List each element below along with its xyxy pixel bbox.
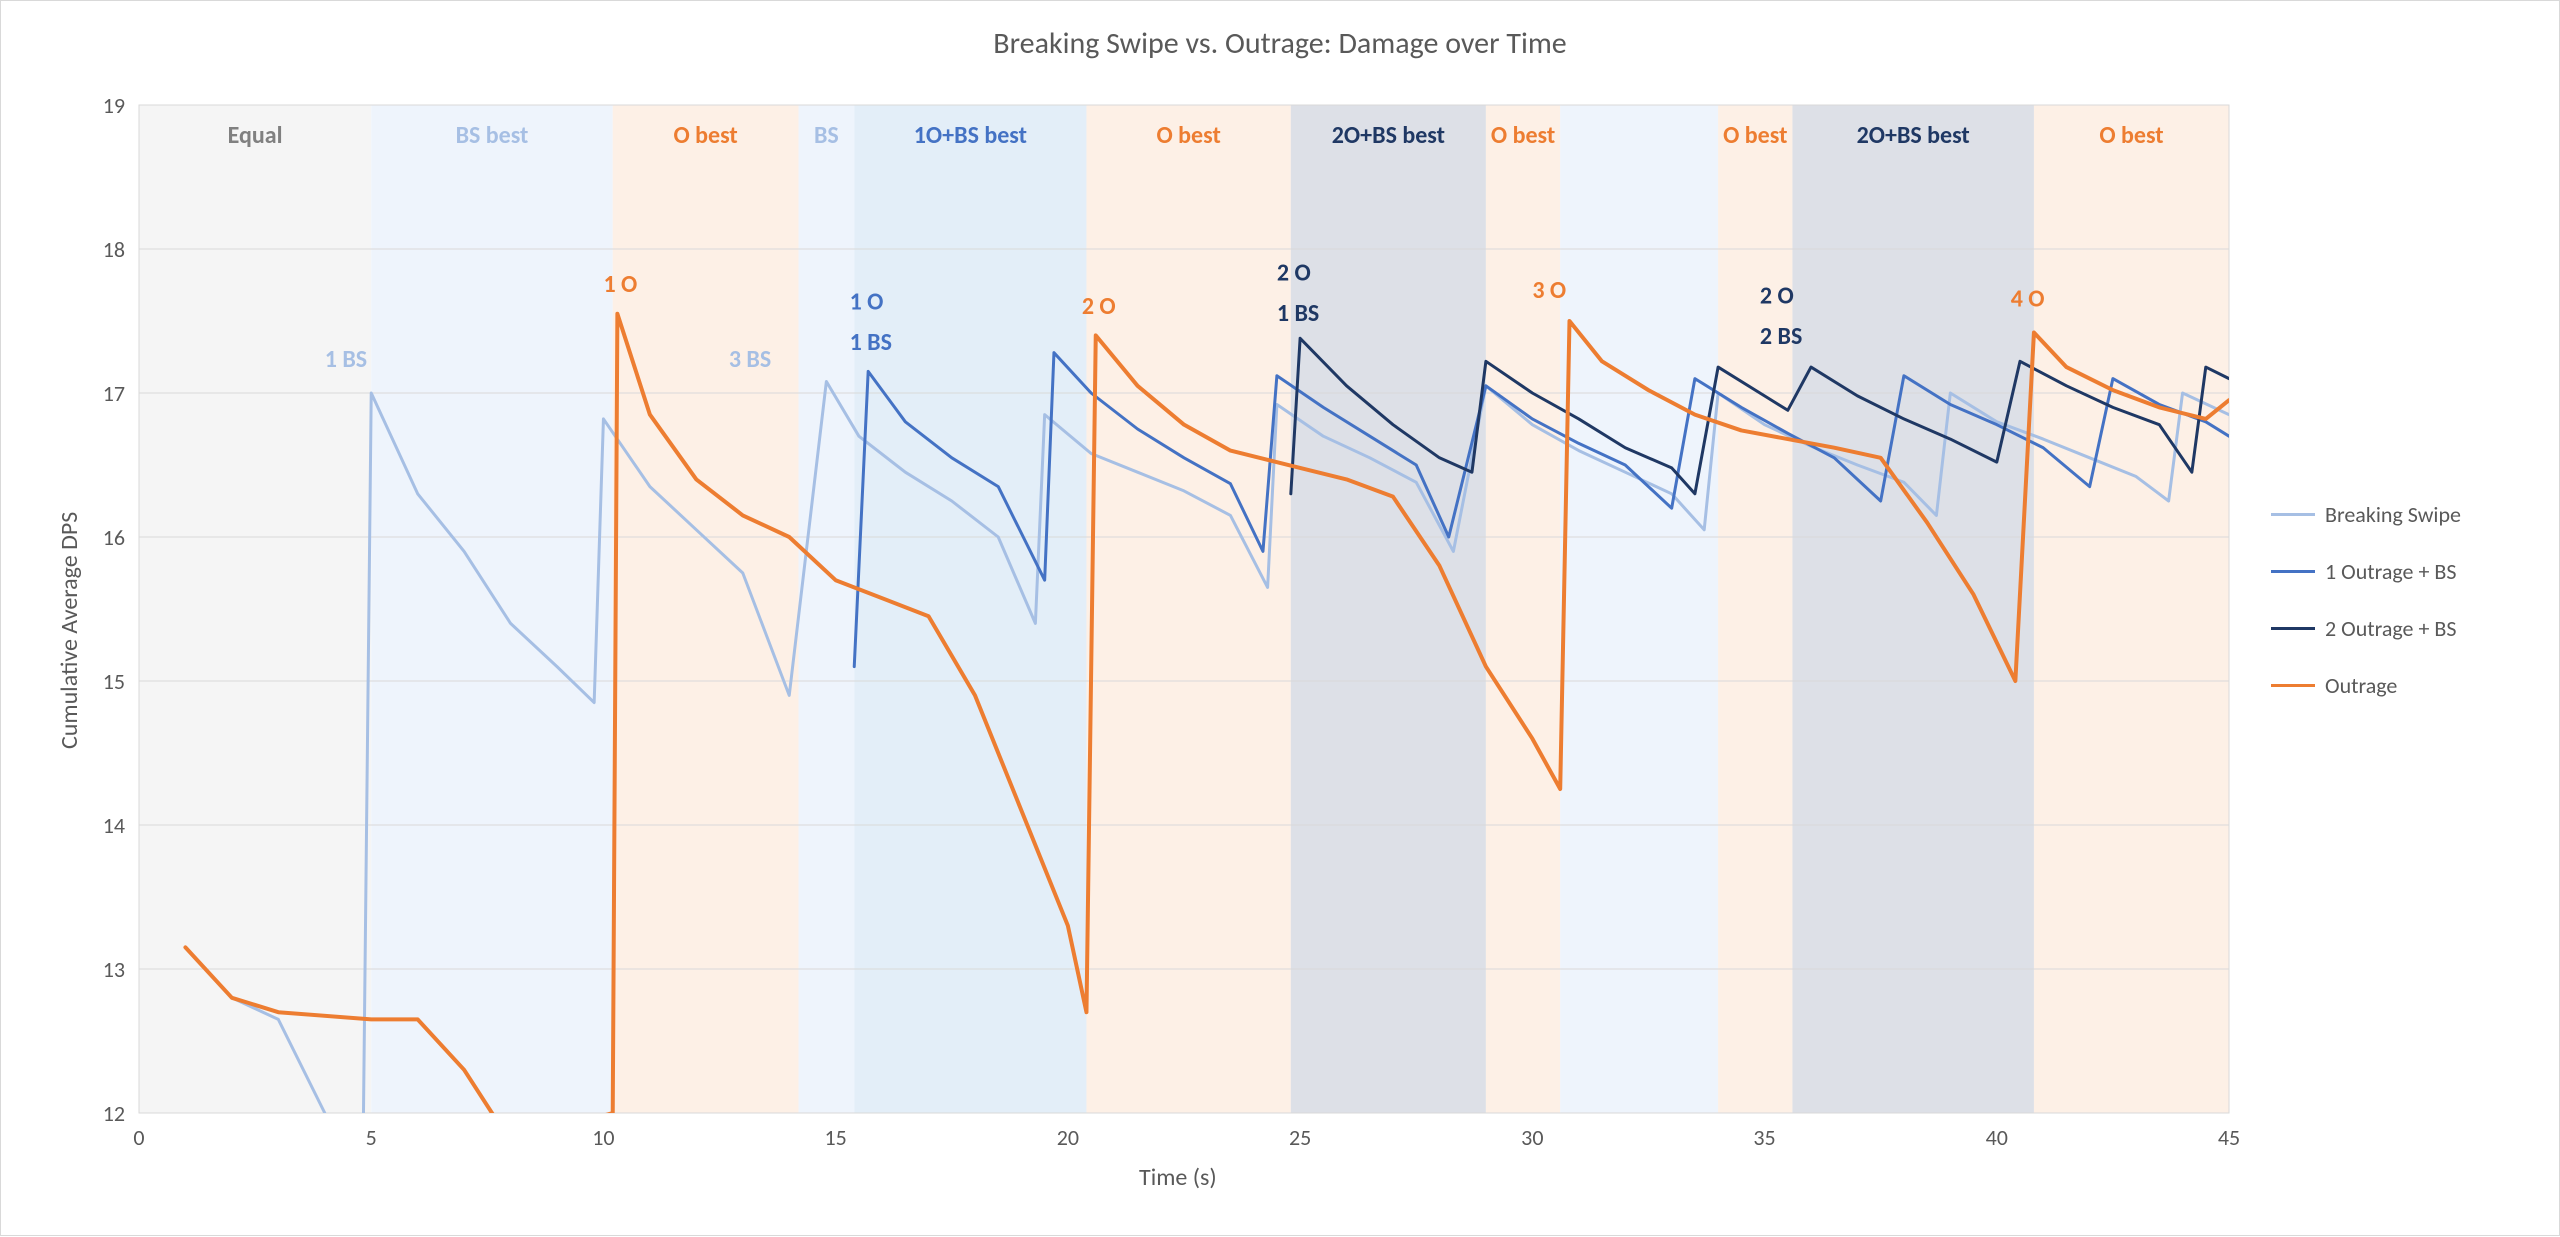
phase-label: BS best [456, 121, 529, 150]
phase-band [371, 105, 613, 1113]
y-tick-label: 16 [103, 524, 125, 551]
x-tick-label: 10 [592, 1124, 614, 1151]
legend-swatch [2271, 513, 2315, 516]
x-tick-label: 35 [1753, 1124, 1775, 1151]
y-tick-label: 18 [103, 236, 125, 263]
phase-band [799, 105, 855, 1113]
series-annotation: 2 O [1277, 259, 1311, 288]
legend-label: Breaking Swipe [2325, 501, 2461, 528]
legend-item: Breaking Swipe [2271, 501, 2461, 528]
phase-label: BS [814, 121, 839, 150]
y-tick-label: 12 [103, 1100, 125, 1127]
x-tick-label: 45 [2218, 1124, 2240, 1151]
phase-band [854, 105, 1086, 1113]
phase-label: 2O+BS best [1857, 121, 1970, 150]
phase-band [1486, 105, 1560, 1113]
series-annotation: 1 BS [325, 345, 367, 374]
y-tick-label: 13 [103, 956, 125, 983]
series-annotation: 3 BS [729, 345, 771, 374]
series-annotation: 2 BS [1760, 322, 1802, 351]
phase-label: 2O+BS best [1332, 121, 1445, 150]
phase-band [1718, 105, 1792, 1113]
legend-label: 1 Outrage + BS [2325, 558, 2456, 585]
phase-label: O best [2099, 121, 2163, 150]
phase-band [139, 105, 371, 1113]
x-tick-label: 30 [1521, 1124, 1543, 1151]
series-annotation: 1 BS [1277, 299, 1319, 328]
phase-bands [139, 105, 2229, 1113]
series-annotation: 1 BS [850, 328, 892, 357]
chart-plot: 0510152025303540451213141516171819EqualB… [1, 1, 2560, 1237]
phase-label: O best [673, 121, 737, 150]
legend-label: 2 Outrage + BS [2325, 615, 2456, 642]
y-tick-label: 15 [103, 668, 125, 695]
series-annotation: 1 O [850, 287, 884, 316]
x-tick-label: 20 [1057, 1124, 1079, 1151]
legend-item: Outrage [2271, 672, 2461, 699]
phase-label: 1O+BS best [914, 121, 1027, 150]
series-annotation: 2 O [1082, 292, 1116, 321]
legend: Breaking Swipe 1 Outrage + BS 2 Outrage + … [2271, 501, 2461, 699]
phase-band [613, 105, 799, 1113]
phase-band [2034, 105, 2229, 1113]
phase-band [1792, 105, 2034, 1113]
series-annotation: 4 O [2011, 285, 2045, 314]
x-tick-label: 15 [825, 1124, 847, 1151]
phase-label: O best [1491, 121, 1555, 150]
phase-label: O best [1157, 121, 1221, 150]
phase-label: O best [1723, 121, 1787, 150]
series-annotation: 3 O [1532, 276, 1566, 305]
legend-swatch [2271, 570, 2315, 573]
y-axis-label: Cumulative Average DPS [55, 512, 84, 749]
x-tick-label: 25 [1289, 1124, 1311, 1151]
x-axis-label: Time (s) [1139, 1163, 1217, 1192]
series-annotation: 1 O [603, 270, 637, 299]
legend-item: 2 Outrage + BS [2271, 615, 2461, 642]
legend-swatch [2271, 627, 2315, 630]
phase-label: Equal [228, 121, 283, 150]
phase-band [1086, 105, 1290, 1113]
legend-item: 1 Outrage + BS [2271, 558, 2461, 585]
x-tick-label: 40 [1986, 1124, 2008, 1151]
phase-band [1291, 105, 1486, 1113]
chart-container: Breaking Swipe vs. Outrage: Damage over … [0, 0, 2560, 1236]
phase-band [1560, 105, 1718, 1113]
y-tick-label: 19 [103, 92, 125, 119]
legend-swatch [2271, 684, 2315, 687]
y-tick-label: 17 [103, 380, 125, 407]
legend-label: Outrage [2325, 672, 2397, 699]
y-tick-label: 14 [103, 812, 125, 839]
series-annotation: 2 O [1760, 282, 1794, 311]
x-tick-label: 5 [366, 1124, 377, 1151]
x-tick-label: 0 [133, 1124, 144, 1151]
